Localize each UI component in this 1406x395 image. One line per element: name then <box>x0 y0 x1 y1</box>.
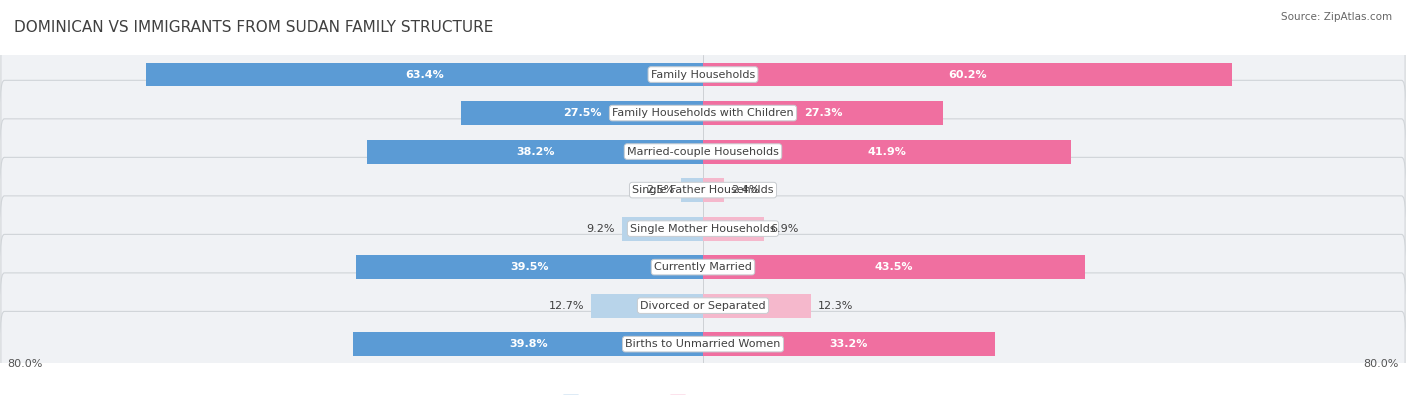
Bar <box>146 63 703 87</box>
Text: 39.8%: 39.8% <box>509 339 547 349</box>
Text: 63.4%: 63.4% <box>405 70 444 79</box>
Bar <box>592 294 703 318</box>
Bar <box>703 332 995 356</box>
Text: 38.2%: 38.2% <box>516 147 554 156</box>
Text: Single Mother Households: Single Mother Households <box>630 224 776 233</box>
Text: 6.9%: 6.9% <box>770 224 799 233</box>
FancyBboxPatch shape <box>1 196 1405 261</box>
Text: 39.5%: 39.5% <box>510 262 548 272</box>
FancyBboxPatch shape <box>1 311 1405 377</box>
Text: 43.5%: 43.5% <box>875 262 914 272</box>
Text: Divorced or Separated: Divorced or Separated <box>640 301 766 310</box>
Bar <box>703 63 1232 87</box>
Text: 2.4%: 2.4% <box>731 185 759 195</box>
Bar <box>703 255 1085 279</box>
Text: Married-couple Households: Married-couple Households <box>627 147 779 156</box>
Text: 27.5%: 27.5% <box>562 108 602 118</box>
Text: Source: ZipAtlas.com: Source: ZipAtlas.com <box>1281 12 1392 22</box>
Text: 80.0%: 80.0% <box>7 359 42 369</box>
Text: 12.7%: 12.7% <box>548 301 585 310</box>
Text: Family Households with Children: Family Households with Children <box>612 108 794 118</box>
Text: DOMINICAN VS IMMIGRANTS FROM SUDAN FAMILY STRUCTURE: DOMINICAN VS IMMIGRANTS FROM SUDAN FAMIL… <box>14 20 494 35</box>
Legend: Dominican, Immigrants from Sudan: Dominican, Immigrants from Sudan <box>558 389 848 395</box>
Text: Births to Unmarried Women: Births to Unmarried Women <box>626 339 780 349</box>
Text: Single Father Households: Single Father Households <box>633 185 773 195</box>
Text: 33.2%: 33.2% <box>830 339 868 349</box>
Bar <box>681 178 703 202</box>
FancyBboxPatch shape <box>1 119 1405 184</box>
Text: 9.2%: 9.2% <box>586 224 616 233</box>
Bar <box>703 294 811 318</box>
FancyBboxPatch shape <box>1 273 1405 339</box>
Text: 2.5%: 2.5% <box>645 185 673 195</box>
Text: 60.2%: 60.2% <box>948 70 987 79</box>
Bar <box>621 217 703 241</box>
Text: 12.3%: 12.3% <box>818 301 853 310</box>
Bar <box>461 101 703 125</box>
Text: 27.3%: 27.3% <box>804 108 842 118</box>
FancyBboxPatch shape <box>1 157 1405 223</box>
Text: 41.9%: 41.9% <box>868 147 907 156</box>
Bar <box>703 140 1071 164</box>
Bar <box>703 101 943 125</box>
FancyBboxPatch shape <box>1 80 1405 146</box>
FancyBboxPatch shape <box>1 234 1405 300</box>
FancyBboxPatch shape <box>1 42 1405 107</box>
Text: Family Households: Family Households <box>651 70 755 79</box>
Bar <box>356 255 703 279</box>
Bar <box>703 178 724 202</box>
Bar <box>353 332 703 356</box>
Bar <box>703 217 763 241</box>
Text: Currently Married: Currently Married <box>654 262 752 272</box>
Text: 80.0%: 80.0% <box>1364 359 1399 369</box>
Bar <box>367 140 703 164</box>
